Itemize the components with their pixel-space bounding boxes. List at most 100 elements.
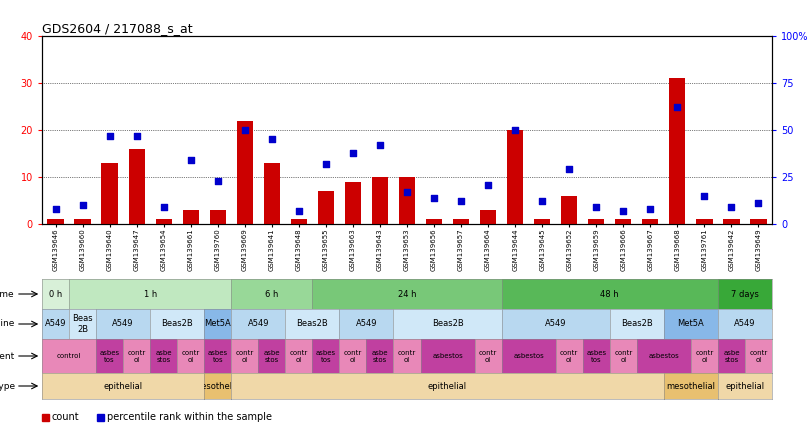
Text: 1 h: 1 h [143, 289, 157, 298]
Text: Beas2B: Beas2B [296, 320, 328, 329]
Text: asbestos: asbestos [433, 353, 463, 359]
Text: asbestos: asbestos [649, 353, 680, 359]
Point [347, 149, 360, 156]
Text: Met5A: Met5A [204, 320, 231, 329]
Text: mesothelial: mesothelial [667, 381, 715, 391]
Text: 24 h: 24 h [398, 289, 416, 298]
Text: asbe
stos: asbe stos [263, 349, 280, 362]
Point [76, 202, 89, 209]
Point [644, 206, 657, 213]
Point [130, 132, 143, 139]
Text: A549: A549 [356, 320, 377, 329]
Text: Beas
2B: Beas 2B [72, 314, 93, 334]
Text: percentile rank within the sample: percentile rank within the sample [107, 412, 272, 422]
Bar [615, 219, 632, 224]
Bar [453, 219, 469, 224]
Bar [669, 78, 685, 224]
Point [292, 207, 305, 214]
Text: asbestos: asbestos [514, 353, 544, 359]
Bar [42, 414, 49, 421]
Bar [480, 210, 497, 224]
Text: contr
ol: contr ol [343, 349, 362, 362]
Bar [237, 121, 253, 224]
Text: mesothelial: mesothelial [194, 381, 242, 391]
Text: asbe
stos: asbe stos [156, 349, 172, 362]
Text: time: time [0, 289, 15, 298]
Text: epithelial: epithelial [104, 381, 143, 391]
Bar [264, 163, 280, 224]
Bar [426, 219, 442, 224]
Text: contr
ol: contr ol [749, 349, 768, 362]
Text: cell line: cell line [0, 320, 15, 329]
Text: contr
ol: contr ol [290, 349, 308, 362]
Text: contr
ol: contr ol [695, 349, 714, 362]
Point [698, 192, 711, 199]
Text: count: count [52, 412, 79, 422]
Bar [723, 219, 740, 224]
Text: A549: A549 [113, 320, 134, 329]
Text: Beas2B: Beas2B [161, 320, 193, 329]
Point [535, 198, 548, 205]
Text: epithelial: epithelial [726, 381, 765, 391]
Text: asbes
tos: asbes tos [586, 349, 607, 362]
Text: epithelial: epithelial [428, 381, 467, 391]
Text: Beas2B: Beas2B [621, 320, 653, 329]
Point [671, 104, 684, 111]
Point [617, 207, 630, 214]
Bar [534, 219, 550, 224]
Point [103, 132, 116, 139]
Text: contr
ol: contr ol [614, 349, 633, 362]
Point [49, 206, 62, 213]
Point [238, 127, 251, 134]
Text: contr
ol: contr ol [479, 349, 497, 362]
Text: control: control [57, 353, 81, 359]
Point [400, 189, 413, 196]
Text: A549: A549 [248, 320, 269, 329]
Bar [75, 219, 91, 224]
Text: Beas2B: Beas2B [432, 320, 463, 329]
Bar [318, 191, 334, 224]
Point [725, 203, 738, 210]
Text: asbes
tos: asbes tos [207, 349, 228, 362]
Point [373, 142, 386, 149]
Text: contr
ol: contr ol [236, 349, 254, 362]
Point [752, 200, 765, 207]
Point [482, 181, 495, 188]
Text: asbes
tos: asbes tos [100, 349, 120, 362]
Point [454, 198, 467, 205]
Point [319, 160, 332, 167]
Text: 48 h: 48 h [600, 289, 619, 298]
Bar [507, 130, 523, 224]
Bar [345, 182, 361, 224]
Point [266, 136, 279, 143]
Text: asbe
stos: asbe stos [372, 349, 388, 362]
Text: 7 days: 7 days [731, 289, 759, 298]
Point [211, 177, 224, 184]
Bar [210, 210, 226, 224]
Text: A549: A549 [545, 320, 566, 329]
Point [157, 203, 170, 210]
Bar [48, 219, 64, 224]
Point [563, 166, 576, 173]
Text: contr
ol: contr ol [560, 349, 578, 362]
Point [184, 157, 197, 164]
Text: asbe
stos: asbe stos [723, 349, 740, 362]
Bar [156, 219, 172, 224]
Text: agent: agent [0, 352, 15, 361]
Text: A549: A549 [734, 320, 756, 329]
Text: 0 h: 0 h [49, 289, 62, 298]
Bar [750, 219, 766, 224]
Bar [561, 196, 578, 224]
Text: cell type: cell type [0, 381, 15, 391]
Text: Met5A: Met5A [677, 320, 704, 329]
Point [428, 194, 441, 201]
Text: asbes
tos: asbes tos [316, 349, 336, 362]
Bar [101, 163, 117, 224]
Bar [129, 149, 145, 224]
Bar [291, 219, 307, 224]
Bar [97, 414, 104, 421]
Text: 6 h: 6 h [265, 289, 279, 298]
Point [590, 203, 603, 210]
Bar [588, 219, 604, 224]
Text: GDS2604 / 217088_s_at: GDS2604 / 217088_s_at [42, 22, 193, 35]
